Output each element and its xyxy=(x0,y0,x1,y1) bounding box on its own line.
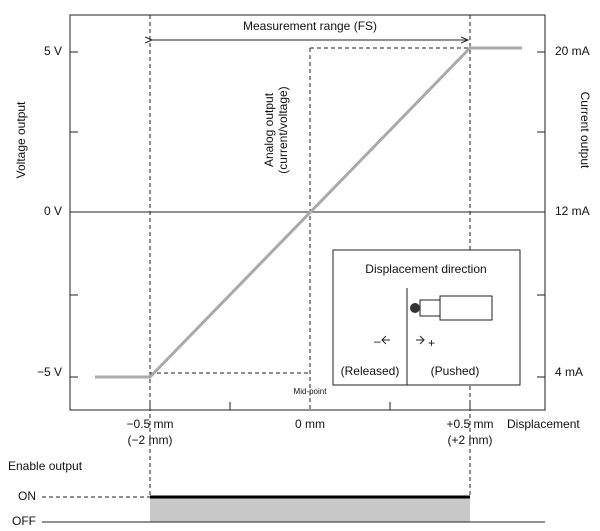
x-tick: −0.5 mm xyxy=(126,417,173,431)
pushed: (Pushed) xyxy=(431,364,480,378)
left-tick: 0 V xyxy=(44,204,62,218)
x-tick: +0.5 mm xyxy=(446,417,493,431)
x-tick: 0 mm xyxy=(295,417,325,431)
enable-pulse xyxy=(150,497,470,522)
center-label: Analog output xyxy=(262,92,276,167)
enable-label: Enable output xyxy=(8,459,83,473)
inset-title: Displacement direction xyxy=(365,262,486,276)
left-tick: 5 V xyxy=(44,44,62,58)
on-label: ON xyxy=(18,489,36,503)
plus: + xyxy=(428,336,435,350)
off-label: OFF xyxy=(12,514,36,528)
released: (Released) xyxy=(341,364,400,378)
x-tick: (−2 mm) xyxy=(128,433,173,447)
left-tick: −5 V xyxy=(37,365,62,379)
range-label: Measurement range (FS) xyxy=(243,19,377,33)
right-label: Current output xyxy=(578,92,592,169)
minus: – xyxy=(374,334,381,348)
mid-point: Mid-point xyxy=(294,387,328,396)
right-tick: 20 mA xyxy=(555,44,590,58)
inset: Displacement direction – + (Released) (P… xyxy=(332,249,521,386)
right-tick: 12 mA xyxy=(555,204,590,218)
left-label: Voltage output xyxy=(14,101,28,178)
x-label: Displacement xyxy=(507,417,580,431)
center-label: (current/voltage) xyxy=(276,86,290,173)
output-line xyxy=(95,46,522,379)
right-tick: 4 mA xyxy=(555,365,583,379)
x-tick: (+2 mm) xyxy=(448,433,493,447)
